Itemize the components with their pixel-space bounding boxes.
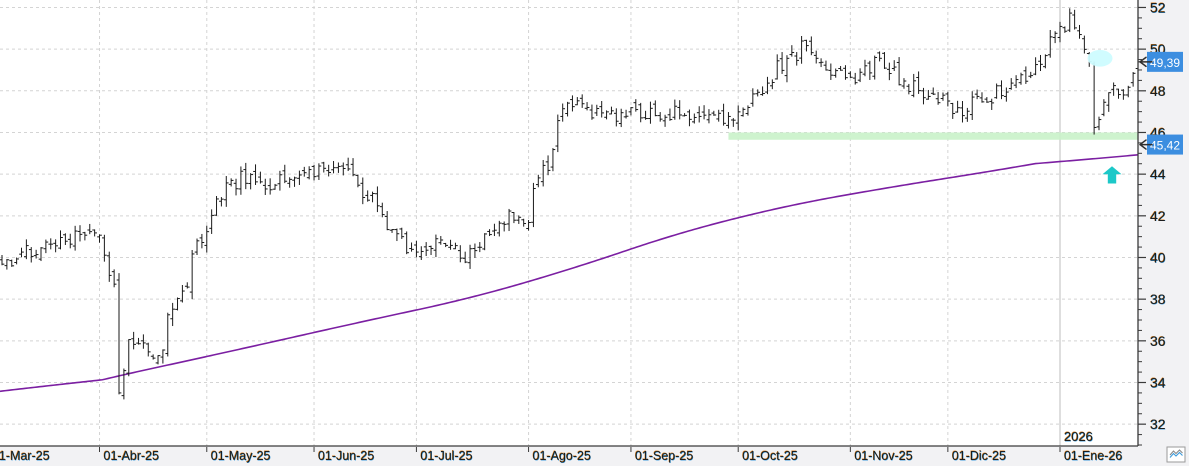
svg-text:45,42: 45,42: [1150, 139, 1180, 153]
svg-text:2026: 2026: [1064, 429, 1093, 444]
svg-text:01-Mar-25: 01-Mar-25: [0, 449, 50, 463]
svg-text:01-Jul-25: 01-Jul-25: [420, 449, 472, 463]
svg-text:01-Abr-25: 01-Abr-25: [104, 449, 160, 463]
svg-text:01-May-25: 01-May-25: [211, 449, 271, 463]
svg-text:01-Oct-25: 01-Oct-25: [742, 449, 798, 463]
svg-text:52: 52: [1150, 0, 1166, 15]
svg-text:38: 38: [1150, 291, 1166, 307]
svg-text:44: 44: [1150, 166, 1166, 182]
svg-text:42: 42: [1150, 208, 1166, 224]
svg-text:01-Ene-26: 01-Ene-26: [1064, 449, 1122, 463]
svg-text:48: 48: [1150, 83, 1166, 99]
svg-text:40: 40: [1150, 249, 1166, 265]
svg-text:01-Sep-25: 01-Sep-25: [635, 449, 693, 463]
svg-text:34: 34: [1150, 375, 1166, 391]
svg-text:01-Dic-25: 01-Dic-25: [952, 449, 1006, 463]
svg-text:01-Jun-25: 01-Jun-25: [318, 449, 374, 463]
svg-text:49,39: 49,39: [1150, 56, 1180, 70]
svg-text:01-Nov-25: 01-Nov-25: [854, 449, 912, 463]
svg-text:36: 36: [1150, 333, 1166, 349]
svg-text:32: 32: [1150, 416, 1166, 432]
svg-text:01-Ago-25: 01-Ago-25: [533, 449, 591, 463]
